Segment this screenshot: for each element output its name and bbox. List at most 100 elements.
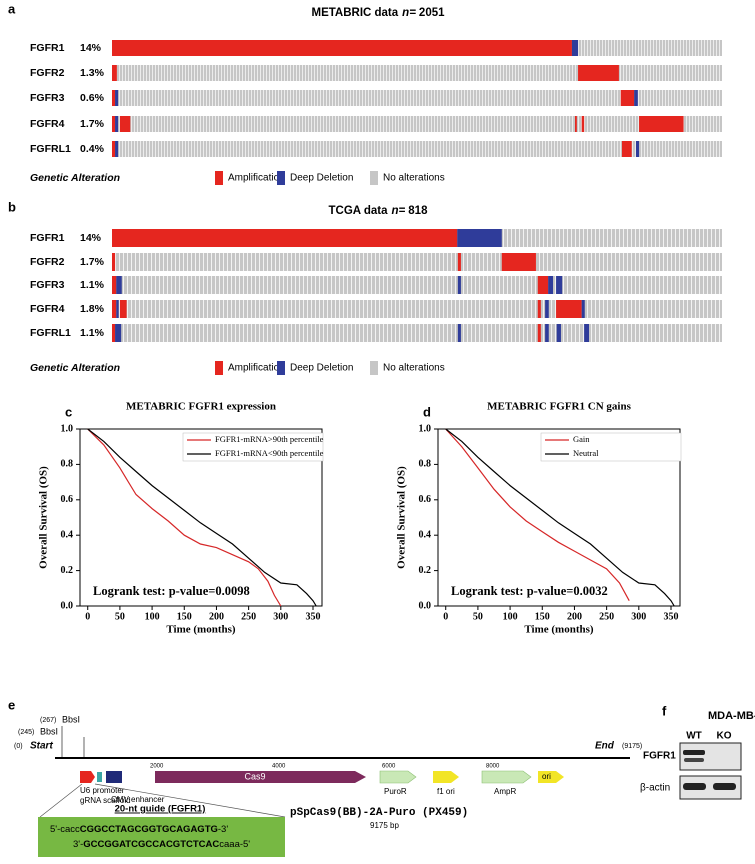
feature-label: f1 ori: [437, 787, 455, 796]
alteration: [112, 300, 117, 318]
title-text: TCGA data: [329, 205, 389, 217]
alteration: [537, 324, 541, 342]
gene-name: FGFR4: [30, 303, 65, 315]
alteration: [556, 276, 563, 294]
legend-swatch: [277, 171, 285, 185]
alteration: [634, 90, 638, 106]
legend-swatch: [277, 361, 285, 375]
x-tick-label: 100: [503, 611, 518, 622]
grna-scaffold: [97, 772, 102, 782]
alteration: [112, 65, 117, 81]
survival-curve: [87, 428, 282, 607]
x-tick-label: 300: [273, 611, 288, 622]
y-tick-label: 0.4: [61, 529, 74, 540]
x-tick-label: 250: [599, 611, 614, 622]
protein-label: β-actin: [640, 783, 670, 794]
legend-label: FGFR1-mRNA>90th percentile: [215, 434, 324, 444]
alteration: [639, 116, 684, 132]
x-tick-label: 50: [115, 611, 125, 622]
legend-label: No alterations: [383, 173, 445, 184]
lane-label: KO: [717, 731, 732, 742]
alteration: [119, 300, 127, 318]
gene-name: FGFRL1: [30, 327, 71, 339]
alteration: [537, 276, 549, 294]
y-tick-label: 1.0: [61, 423, 74, 434]
n-value: 2051: [419, 7, 445, 19]
x-tick-label: 250: [241, 611, 256, 622]
alteration: [116, 276, 122, 294]
gene-name: FGFR4: [30, 118, 65, 130]
alteration: [115, 90, 119, 106]
site-position: (245): [18, 729, 34, 736]
gene-name: FGFR2: [30, 67, 65, 79]
band: [713, 783, 736, 790]
y-tick-label: 0.8: [419, 459, 432, 470]
legend-label: FGFR1-mRNA<90th percentile: [215, 448, 324, 458]
alteration: [584, 324, 590, 342]
y-tick-label: 0.6: [61, 494, 74, 505]
band: [684, 758, 704, 762]
panel-label: c: [65, 404, 72, 419]
alteration: [537, 300, 541, 318]
x-tick-label: 350: [663, 611, 678, 622]
blot-box: [679, 742, 742, 771]
ori: [538, 771, 564, 783]
track: [112, 116, 722, 132]
track: [112, 65, 722, 81]
gene-name: FGFR1: [30, 232, 65, 244]
x-tick-label: 50: [473, 611, 483, 622]
x-tick-label: 0: [443, 611, 448, 622]
legend-box: [182, 432, 324, 462]
alteration: [115, 141, 119, 157]
n-label: n=: [402, 7, 416, 19]
alteration: [115, 116, 119, 132]
legend-label: Amplification: [228, 363, 285, 374]
alteration: [581, 116, 585, 132]
alteration: [457, 229, 502, 247]
plasmid-name: pSpCas9(BB)-2A-Puro (PX459): [290, 807, 468, 819]
plasmid-map: e (267) BbsI (245) BbsI (0) Start End (9…: [8, 697, 642, 857]
f1-ori: [433, 771, 459, 783]
seq-guide: CGGCCTAGCGGTGCAGAGTG: [80, 824, 218, 835]
alteration: [119, 116, 131, 132]
seq-prefix: 5'-cacc: [50, 824, 80, 835]
y-axis-label: Overall Survival (OS): [38, 466, 50, 569]
y-tick-label: 0.0: [61, 600, 74, 611]
panel-label: f: [662, 703, 667, 718]
legend-title: Genetic Alteration: [30, 362, 120, 374]
legend-label: Neutral: [573, 448, 599, 458]
track: [112, 253, 722, 271]
alteration: [545, 324, 549, 342]
ampr: [481, 770, 532, 784]
y-tick-label: 0.4: [419, 529, 432, 540]
band: [683, 783, 706, 790]
site-name: BbsI: [62, 714, 80, 724]
alteration: [112, 229, 458, 247]
plot-frame: [79, 428, 323, 607]
track: [112, 90, 722, 106]
zoom-line: [94, 783, 286, 818]
alteration: [548, 276, 554, 294]
feature-label: Cas9: [244, 771, 265, 781]
y-tick-label: 1.0: [419, 423, 432, 434]
track: [112, 276, 722, 294]
alteration: [635, 141, 640, 157]
alteration: [112, 141, 116, 157]
gene-percent: 1.8%: [80, 303, 105, 315]
plasmid-size: 9175 bp: [370, 821, 399, 830]
alteration: [578, 65, 619, 81]
alteration: [112, 90, 116, 106]
chart-title: METABRIC FGFR1 CN gains: [487, 401, 631, 413]
feature-label: AmpR: [494, 787, 516, 796]
chart-title: METABRIC FGFR1 expression: [126, 401, 276, 413]
cas9: [155, 771, 366, 783]
scale-tick: 2000: [150, 764, 164, 770]
seq-suffix: -3': [218, 824, 228, 835]
gene-name: FGFR3: [30, 279, 65, 291]
gene-percent: 14%: [80, 232, 102, 244]
gene-percent: 0.6%: [80, 92, 105, 104]
panel-label: d: [423, 404, 431, 419]
legend-swatch: [370, 171, 378, 185]
gene-name: FGFR3: [30, 92, 65, 104]
y-tick-label: 0.0: [419, 600, 432, 611]
